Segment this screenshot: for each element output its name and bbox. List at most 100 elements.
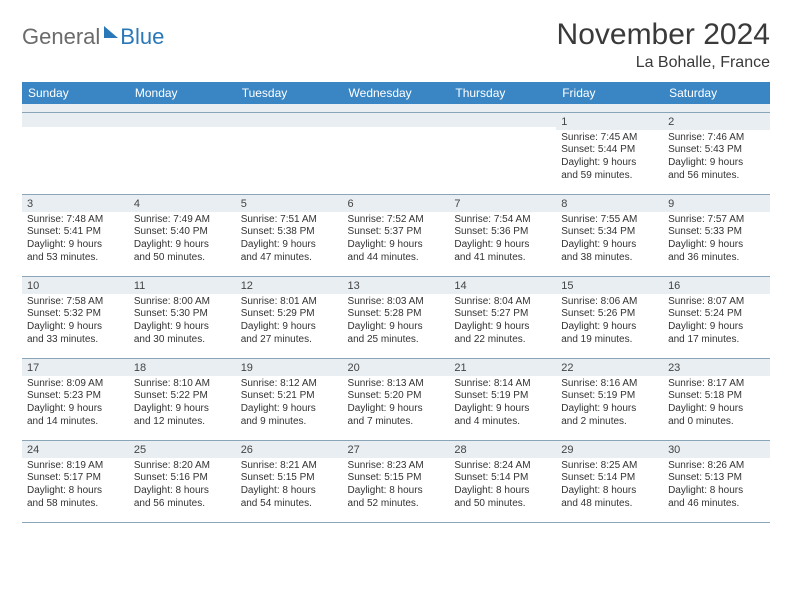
daylight-text: Daylight: 9 hours xyxy=(668,321,765,334)
daylight-text: and 58 minutes. xyxy=(27,498,124,511)
day-number: 9 xyxy=(663,195,770,212)
day-number: 10 xyxy=(22,277,129,294)
brand-part1: General xyxy=(22,24,100,50)
day-cell xyxy=(22,112,129,194)
day-cell: 21Sunrise: 8:14 AMSunset: 5:19 PMDayligh… xyxy=(449,358,556,440)
brand-mark-icon xyxy=(104,26,118,38)
daylight-text: and 56 minutes. xyxy=(134,498,231,511)
daylight-text: and 17 minutes. xyxy=(668,334,765,347)
daylight-text: and 52 minutes. xyxy=(348,498,445,511)
day-cell: 5 Sunrise: 7:51 AMSunset: 5:38 PMDaylight… xyxy=(236,194,343,276)
week-row: 17Sunrise: 8:09 AMSunset: 5:23 PMDayligh… xyxy=(22,358,770,440)
daylight-text: Daylight: 9 hours xyxy=(27,239,124,252)
week-row: 1Sunrise: 7:45 AMSunset: 5:44 PMDaylight… xyxy=(22,112,770,194)
day-number: 17 xyxy=(22,359,129,376)
day-cell: 14Sunrise: 8:04 AMSunset: 5:27 PMDayligh… xyxy=(449,276,556,358)
daylight-text: and 9 minutes. xyxy=(241,416,338,429)
day-cell: 2Sunrise: 7:46 AMSunset: 5:43 PMDaylight… xyxy=(663,112,770,194)
day-number: 20 xyxy=(343,359,450,376)
sunset-text: Sunset: 5:23 PM xyxy=(27,390,124,403)
daylight-text: Daylight: 9 hours xyxy=(668,403,765,416)
sunset-text: Sunset: 5:36 PM xyxy=(454,226,551,239)
sunset-text: Sunset: 5:27 PM xyxy=(454,308,551,321)
sunrise-text: Sunrise: 8:21 AM xyxy=(241,460,338,473)
daylight-text: Daylight: 9 hours xyxy=(668,157,765,170)
day-number: 6 xyxy=(343,195,450,212)
daylight-text: and 12 minutes. xyxy=(134,416,231,429)
day-cell: 6Sunrise: 7:52 AMSunset: 5:37 PMDaylight… xyxy=(343,194,450,276)
sunset-text: Sunset: 5:15 PM xyxy=(348,472,445,485)
sunrise-text: Sunrise: 7:54 AM xyxy=(454,214,551,227)
sunset-text: Sunset: 5:14 PM xyxy=(454,472,551,485)
sunrise-text: Sunrise: 8:23 AM xyxy=(348,460,445,473)
day-number xyxy=(22,113,129,127)
day-cell: 11Sunrise: 8:00 AMSunset: 5:30 PMDayligh… xyxy=(129,276,236,358)
daylight-text: Daylight: 9 hours xyxy=(241,239,338,252)
day-number: 22 xyxy=(556,359,663,376)
brand-logo: General Blue xyxy=(22,24,164,50)
sunrise-text: Sunrise: 8:19 AM xyxy=(27,460,124,473)
sunrise-text: Sunrise: 8:12 AM xyxy=(241,378,338,391)
day-number: 25 xyxy=(129,441,236,458)
day-number: 12 xyxy=(236,277,343,294)
sunrise-text: Sunrise: 7:55 AM xyxy=(561,214,658,227)
day-cell: 9Sunrise: 7:57 AMSunset: 5:33 PMDaylight… xyxy=(663,194,770,276)
sunrise-text: Sunrise: 8:20 AM xyxy=(134,460,231,473)
day-number: 18 xyxy=(129,359,236,376)
daylight-text: and 2 minutes. xyxy=(561,416,658,429)
daylight-text: Daylight: 9 hours xyxy=(348,321,445,334)
day-cell: 19Sunrise: 8:12 AMSunset: 5:21 PMDayligh… xyxy=(236,358,343,440)
sunrise-text: Sunrise: 7:48 AM xyxy=(27,214,124,227)
daylight-text: Daylight: 9 hours xyxy=(241,403,338,416)
daylight-text: and 38 minutes. xyxy=(561,252,658,265)
day-number: 24 xyxy=(22,441,129,458)
sunset-text: Sunset: 5:41 PM xyxy=(27,226,124,239)
daylight-text: Daylight: 9 hours xyxy=(561,239,658,252)
daylight-text: Daylight: 8 hours xyxy=(348,485,445,498)
daylight-text: and 7 minutes. xyxy=(348,416,445,429)
sunrise-text: Sunrise: 8:13 AM xyxy=(348,378,445,391)
day-number: 5 xyxy=(236,195,343,212)
day-cell xyxy=(343,112,450,194)
daylight-text: Daylight: 9 hours xyxy=(454,321,551,334)
day-cell: 8Sunrise: 7:55 AMSunset: 5:34 PMDaylight… xyxy=(556,194,663,276)
sunset-text: Sunset: 5:20 PM xyxy=(348,390,445,403)
daylight-text: and 4 minutes. xyxy=(454,416,551,429)
daylight-text: Daylight: 8 hours xyxy=(561,485,658,498)
day-cell: 22Sunrise: 8:16 AMSunset: 5:19 PMDayligh… xyxy=(556,358,663,440)
daylight-text: and 36 minutes. xyxy=(668,252,765,265)
day-cell: 10Sunrise: 7:58 AMSunset: 5:32 PMDayligh… xyxy=(22,276,129,358)
brand-part2: Blue xyxy=(120,24,164,50)
sunrise-text: Sunrise: 7:51 AM xyxy=(241,214,338,227)
day-number: 11 xyxy=(129,277,236,294)
daylight-text: and 25 minutes. xyxy=(348,334,445,347)
day-cell: 15Sunrise: 8:06 AMSunset: 5:26 PMDayligh… xyxy=(556,276,663,358)
day-cell: 18Sunrise: 8:10 AMSunset: 5:22 PMDayligh… xyxy=(129,358,236,440)
sunset-text: Sunset: 5:32 PM xyxy=(27,308,124,321)
day-number: 27 xyxy=(343,441,450,458)
location-label: La Bohalle, France xyxy=(557,54,770,72)
day-cell: 12Sunrise: 8:01 AMSunset: 5:29 PMDayligh… xyxy=(236,276,343,358)
day-number: 21 xyxy=(449,359,556,376)
day-number xyxy=(343,113,450,127)
daylight-text: Daylight: 9 hours xyxy=(134,321,231,334)
day-number xyxy=(236,113,343,127)
day-number: 23 xyxy=(663,359,770,376)
month-title: November 2024 xyxy=(557,18,770,52)
day-number xyxy=(449,113,556,127)
sunrise-text: Sunrise: 7:49 AM xyxy=(134,214,231,227)
sunset-text: Sunset: 5:22 PM xyxy=(134,390,231,403)
day-number: 29 xyxy=(556,441,663,458)
day-cell xyxy=(236,112,343,194)
daylight-text: and 27 minutes. xyxy=(241,334,338,347)
daylight-text: Daylight: 8 hours xyxy=(27,485,124,498)
sunset-text: Sunset: 5:33 PM xyxy=(668,226,765,239)
day-header: Wednesday xyxy=(343,82,450,104)
daylight-text: and 47 minutes. xyxy=(241,252,338,265)
sunset-text: Sunset: 5:38 PM xyxy=(241,226,338,239)
sunset-text: Sunset: 5:19 PM xyxy=(561,390,658,403)
day-cell: 20Sunrise: 8:13 AMSunset: 5:20 PMDayligh… xyxy=(343,358,450,440)
week-row: 10Sunrise: 7:58 AMSunset: 5:32 PMDayligh… xyxy=(22,276,770,358)
day-header: Thursday xyxy=(449,82,556,104)
sunrise-text: Sunrise: 8:10 AM xyxy=(134,378,231,391)
